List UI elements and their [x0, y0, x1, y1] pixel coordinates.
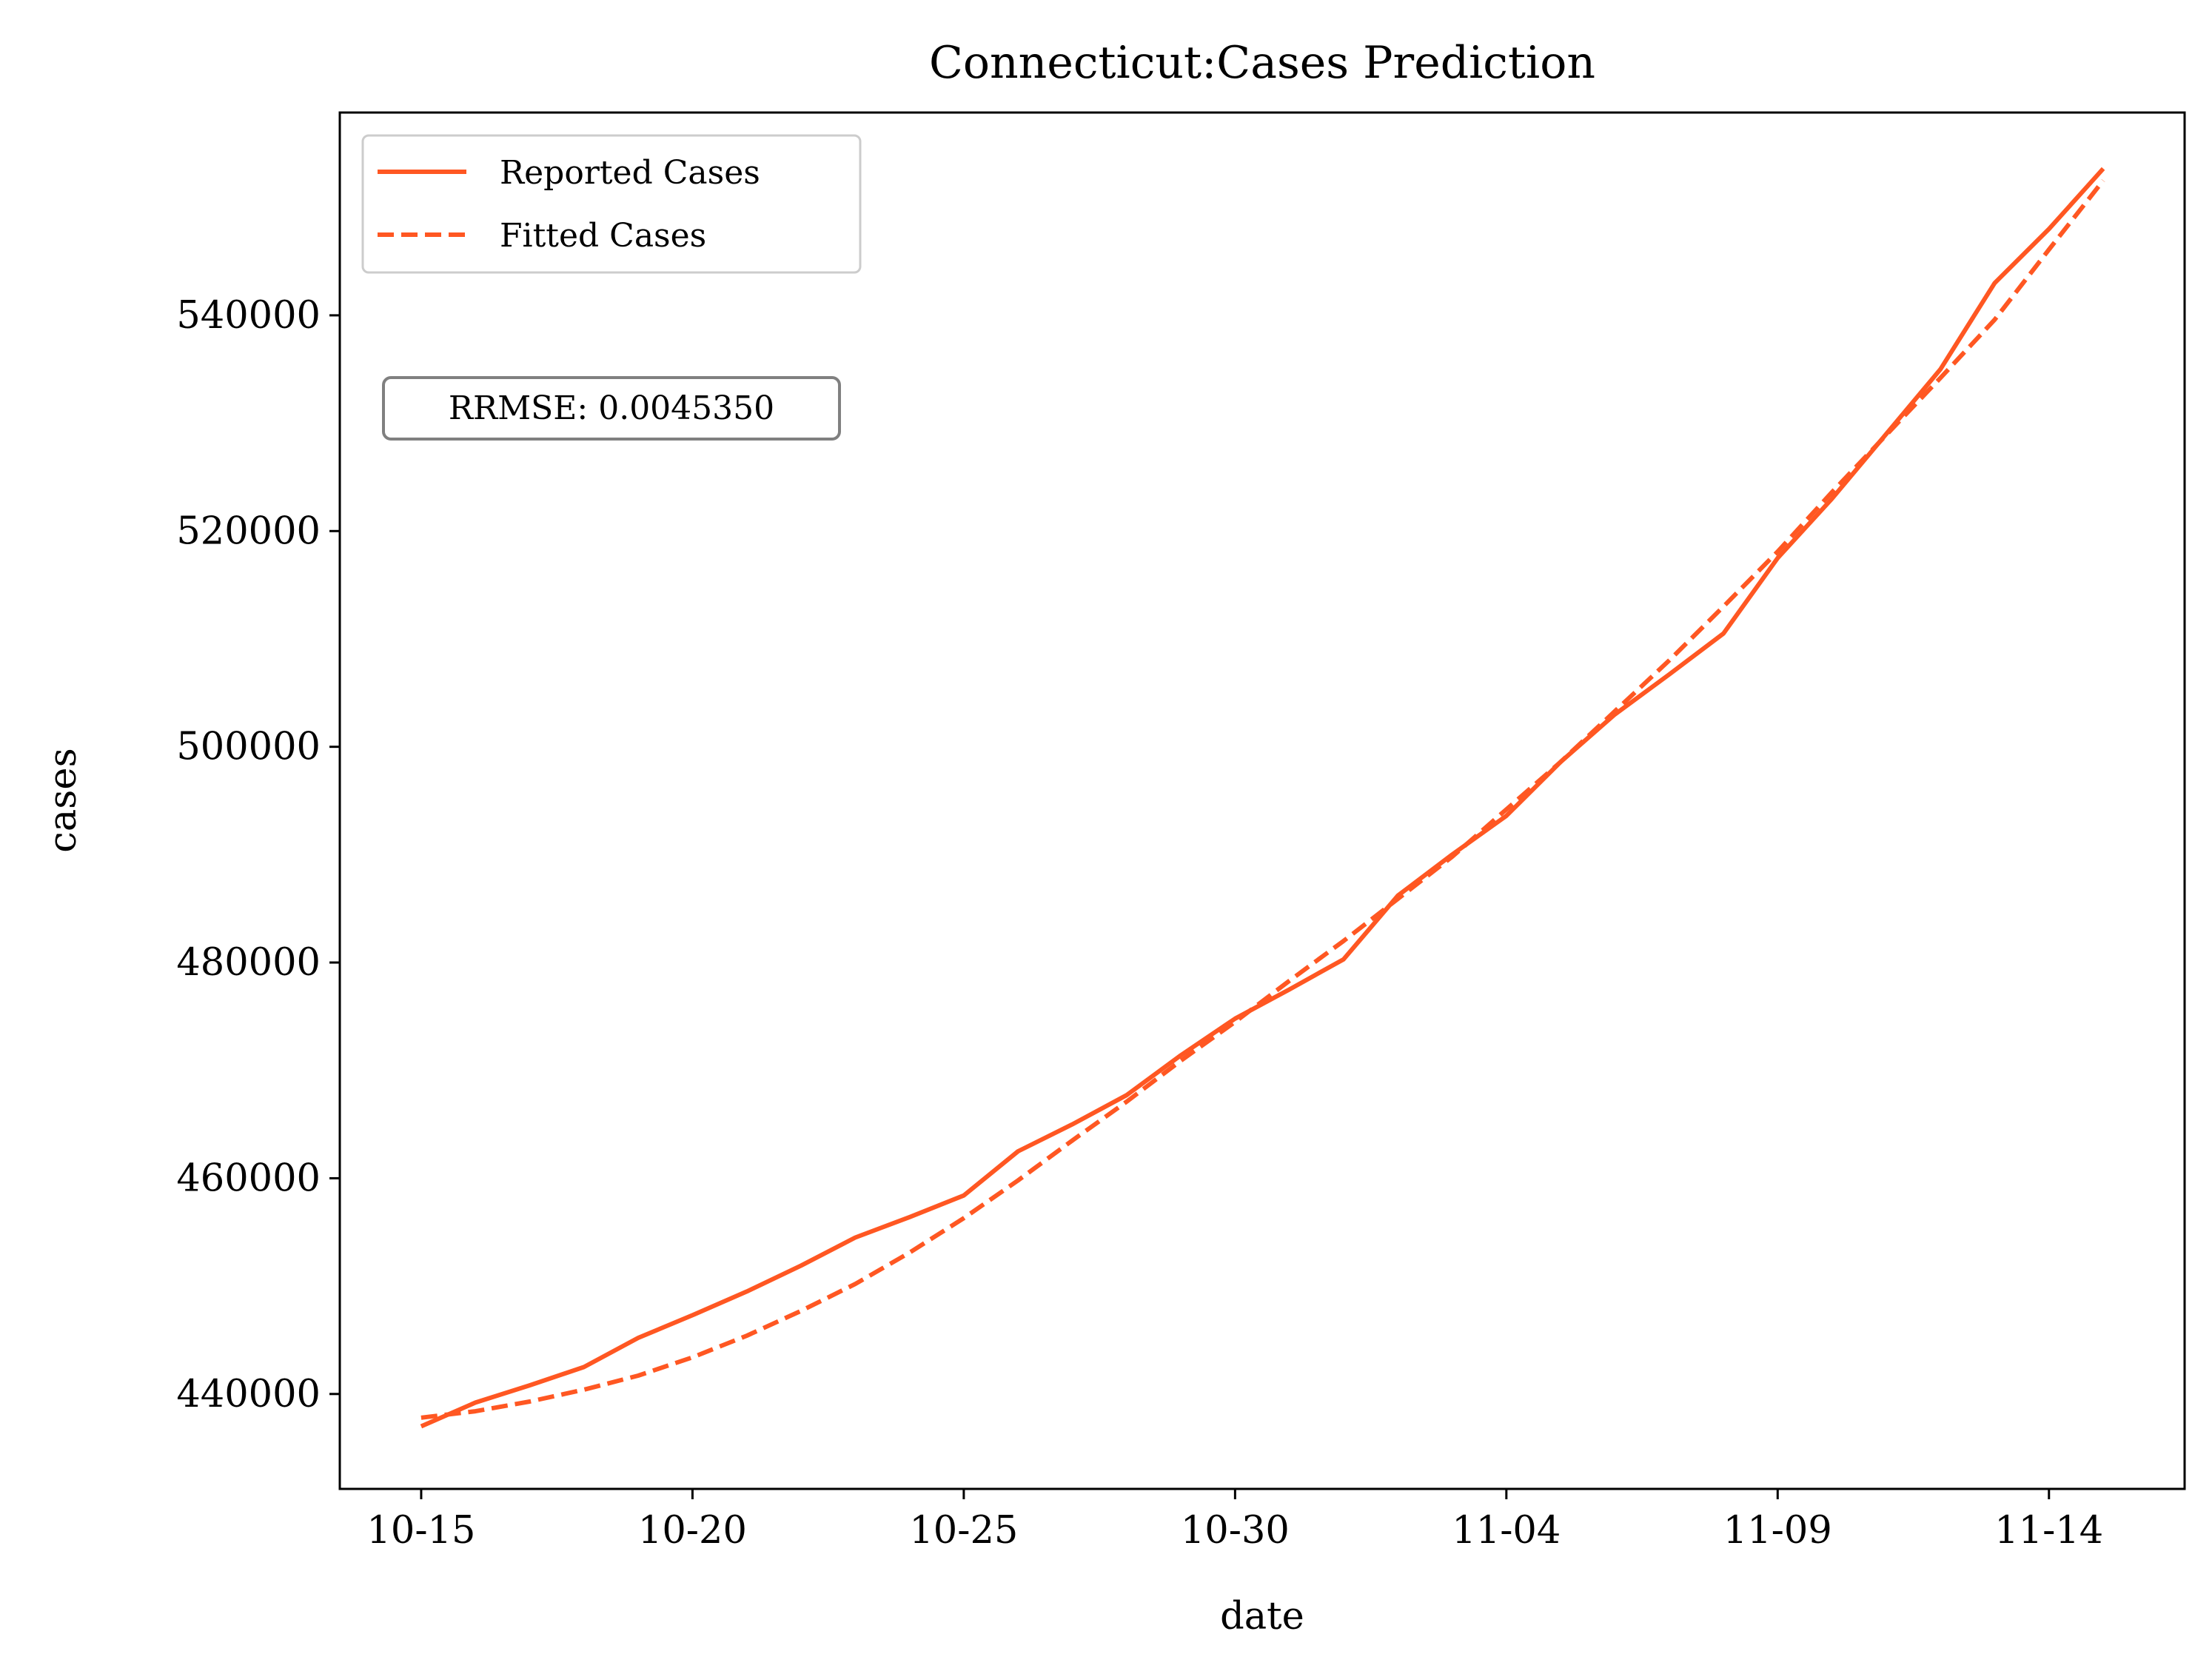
- rrmse-annotation: RRMSE: 0.0045350: [382, 376, 841, 441]
- y-tick-label: 440000: [176, 1373, 321, 1416]
- plot-frame: [338, 111, 2186, 1490]
- annotation-text: RRMSE: 0.0045350: [449, 389, 774, 427]
- legend-label-fitted: Fitted Cases: [500, 217, 706, 255]
- x-tick-label: 10-25: [909, 1509, 1018, 1553]
- plot-lines: [420, 167, 2105, 1429]
- y-axis-label: cases: [41, 748, 85, 853]
- x-tick-label: 10-20: [638, 1509, 747, 1553]
- x-axis-label: date: [1220, 1595, 1304, 1638]
- y-tick-label: 520000: [176, 509, 321, 553]
- x-tick-label: 11-04: [1452, 1509, 1561, 1553]
- y-axis-ticks: 440000 460000 480000 500000 520000 540000: [176, 294, 340, 1416]
- x-tick-label: 11-09: [1723, 1509, 1832, 1553]
- x-tick-label: 10-15: [366, 1509, 475, 1553]
- y-tick-label: 540000: [176, 294, 321, 338]
- y-tick-label: 500000: [176, 726, 321, 769]
- legend-label-reported: Reported Cases: [500, 154, 760, 192]
- annotation-box: [382, 376, 841, 441]
- x-axis-ticks: 10-15 10-20 10-25 10-30 11-04 11-09 11-14: [366, 1489, 2103, 1553]
- x-tick-label: 11-14: [1994, 1509, 2103, 1553]
- chart-title: Connecticut:Cases Prediction: [929, 37, 1595, 89]
- x-tick-label: 10-30: [1181, 1509, 1290, 1553]
- series-line-fitted-cases: [420, 178, 2105, 1420]
- y-tick-label: 480000: [176, 941, 321, 985]
- legend: Reported Cases Fitted Cases: [361, 134, 862, 274]
- legend-box: [361, 134, 862, 274]
- y-tick-label: 460000: [176, 1156, 321, 1200]
